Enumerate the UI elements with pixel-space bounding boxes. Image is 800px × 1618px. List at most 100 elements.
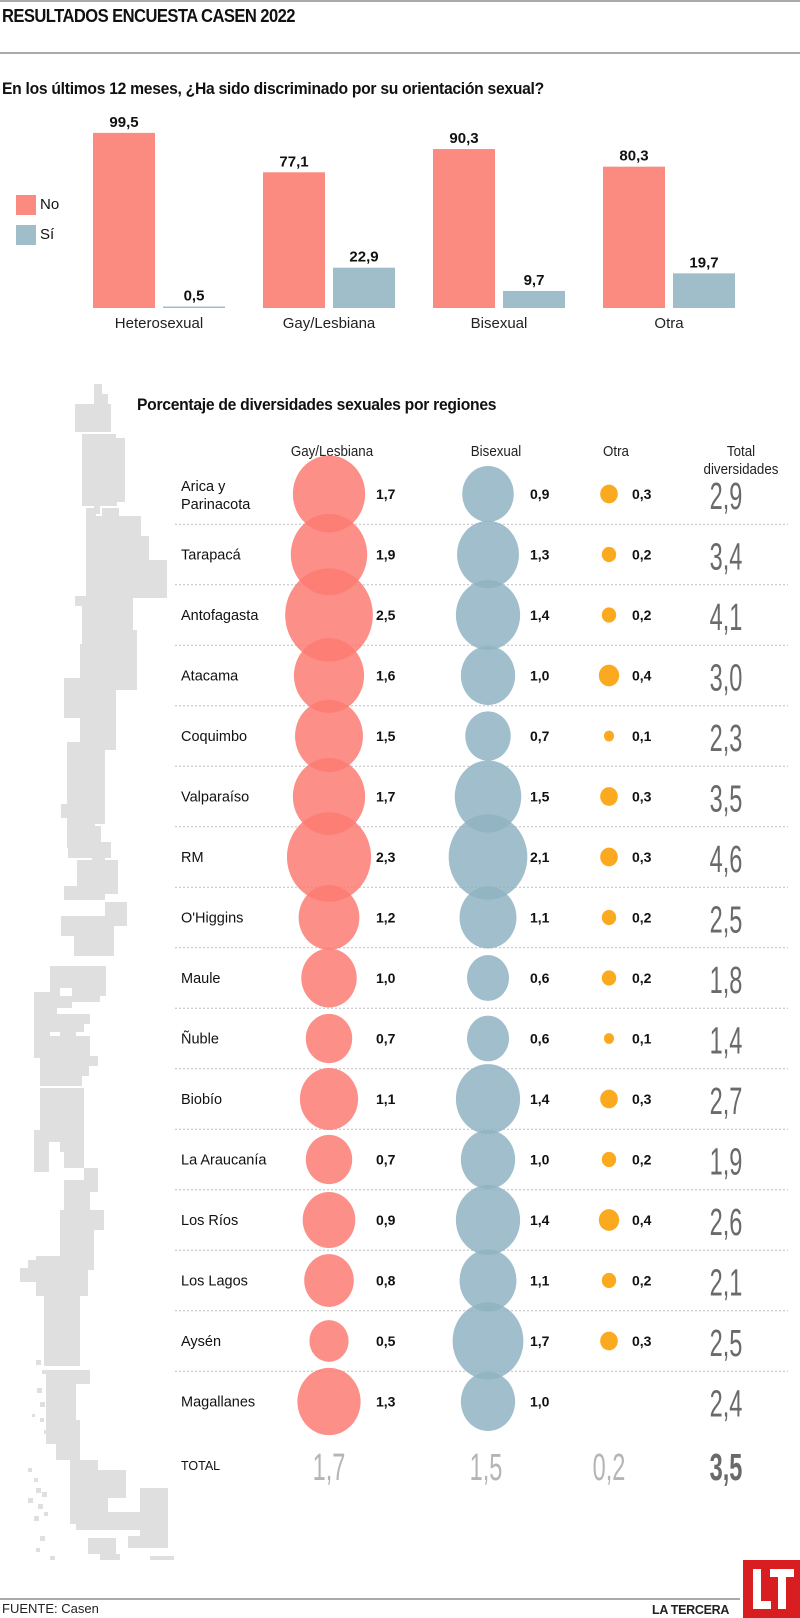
bar-category-label: Gay/Lesbiana xyxy=(283,315,376,332)
value-otra: 0,4 xyxy=(632,668,652,684)
value-bisexual: 1,0 xyxy=(530,1394,550,1410)
legend-label-no: No xyxy=(40,196,60,213)
value-total: 3,5 xyxy=(710,777,743,820)
map-region-tarapaca xyxy=(82,434,125,514)
region-label: Tarapacá xyxy=(181,548,242,564)
value-otra: 0,3 xyxy=(632,1091,652,1107)
region-label: O'Higgins xyxy=(181,911,243,927)
footer-divider xyxy=(0,1598,740,1600)
map-region-magallanes-e xyxy=(76,1512,154,1530)
region-label: Antofagasta xyxy=(181,608,259,624)
table-row: Valparaíso 1,7 1,5 0,3 3,5 xyxy=(175,758,788,835)
bubble-otra xyxy=(598,1209,620,1231)
region-label: Arica y xyxy=(181,479,226,495)
table-row: Biobío 1,1 1,4 0,3 2,7 xyxy=(175,1064,788,1134)
value-total: 2,6 xyxy=(710,1200,743,1243)
bubble-gay xyxy=(297,1367,361,1436)
bubble-bisexual xyxy=(452,1302,524,1380)
region-label: Coquimbo xyxy=(181,729,247,745)
column-header-total-line1: Total xyxy=(726,444,756,460)
bubble-gay xyxy=(305,1134,353,1185)
bubble-gay xyxy=(302,1192,356,1248)
bar-category-label: Heterosexual xyxy=(115,315,203,332)
value-gay: 1,6 xyxy=(376,668,396,684)
region-label: Ñuble xyxy=(181,1031,219,1048)
region-label: Atacama xyxy=(181,669,239,685)
value-otra: 0,2 xyxy=(632,547,652,563)
total-bisexual: 1,5 xyxy=(470,1445,503,1488)
value-otra: 0,3 xyxy=(632,849,652,865)
map-region-antofagasta xyxy=(75,508,167,678)
value-otra: 0,4 xyxy=(632,1212,652,1228)
brand-name: LA TERCERA xyxy=(652,1603,730,1617)
bar-chart: 99,5 0,5 Heterosexual 77,1 22,9 Gay/Lesbiana 9… xyxy=(93,114,735,332)
bubble-bisexual xyxy=(459,1249,517,1312)
table-row: Los Ríos 0,9 1,4 0,4 2,6 xyxy=(175,1185,788,1255)
bar-si xyxy=(163,306,225,308)
bubble-bisexual xyxy=(455,580,521,650)
value-gay: 1,7 xyxy=(376,486,396,502)
value-bisexual: 1,7 xyxy=(530,1333,550,1349)
value-total: 2,9 xyxy=(710,474,743,517)
value-bisexual: 1,3 xyxy=(530,547,550,563)
map-region-aysen-e xyxy=(36,1256,88,1366)
bubble-otra xyxy=(601,909,617,926)
value-bisexual: 0,9 xyxy=(530,486,550,502)
region-label: RM xyxy=(181,850,204,866)
bubble-bisexual xyxy=(465,711,511,761)
map-region-rm xyxy=(68,826,111,858)
value-gay: 0,7 xyxy=(376,1031,396,1047)
map-region-biobio xyxy=(50,966,106,1002)
map-region-aysen-a xyxy=(34,1130,49,1172)
bubble-bisexual xyxy=(466,955,510,1001)
map-region-atacama xyxy=(64,630,137,750)
value-otra: 0,2 xyxy=(632,1273,652,1289)
region-label: Biobío xyxy=(181,1092,222,1108)
bubble-bisexual xyxy=(460,1372,516,1431)
value-total: 1,8 xyxy=(710,958,743,1001)
total-otra: 0,2 xyxy=(593,1445,626,1488)
la-tercera-logo[interactable] xyxy=(743,1560,800,1618)
value-otra: 0,2 xyxy=(632,1152,652,1168)
column-header-total-line2: diversidades xyxy=(703,462,779,478)
column-header-total: Total diversidades xyxy=(690,443,791,479)
bar-group-gaylesbiana: 77,1 22,9 Gay/Lesbiana xyxy=(263,153,395,332)
table-row: Arica y Parinacota 1,7 0,9 0,3 2,9 xyxy=(175,455,788,533)
region-label: Maule xyxy=(181,971,221,987)
value-total: 2,1 xyxy=(710,1261,743,1304)
column-header-bisexual: Bisexual xyxy=(470,444,522,460)
map-region-magallanes-f xyxy=(128,1488,168,1548)
value-bisexual: 1,1 xyxy=(530,910,550,926)
bubble-otra xyxy=(600,1089,618,1109)
value-bisexual: 1,5 xyxy=(530,789,550,805)
region-label: Los Lagos xyxy=(181,1274,248,1290)
map-region-magallanes-i xyxy=(150,1556,174,1560)
top-rule xyxy=(0,0,800,2)
bar-value-label: 80,3 xyxy=(619,148,648,165)
value-gay: 0,9 xyxy=(376,1212,396,1228)
value-bisexual: 1,4 xyxy=(530,1212,550,1228)
value-bisexual: 0,7 xyxy=(530,728,550,744)
value-total: 4,6 xyxy=(710,837,743,880)
map-region-losrios xyxy=(50,1014,90,1038)
bar-si xyxy=(673,273,735,308)
bubble-bisexual xyxy=(460,1130,516,1189)
total-gay: 1,7 xyxy=(313,1445,346,1488)
bubble-bisexual xyxy=(457,520,519,589)
logo-letter-t xyxy=(778,1569,786,1609)
bubble-otra xyxy=(600,484,618,504)
value-bisexual: 1,0 xyxy=(530,1152,550,1168)
bar-no xyxy=(263,172,325,308)
bubble-gay xyxy=(285,568,373,662)
map-region-magallanes-h xyxy=(100,1554,120,1560)
table-row: Atacama 1,6 1,0 0,4 3,0 xyxy=(175,638,788,713)
bar-no xyxy=(603,166,665,308)
bubble-bisexual xyxy=(448,814,528,900)
bar-value-label: 19,7 xyxy=(689,254,718,271)
bar-si xyxy=(503,290,565,308)
map-region-araucania xyxy=(50,982,72,1014)
legend-label-si: Sí xyxy=(40,226,55,243)
value-otra: 0,1 xyxy=(632,1031,652,1047)
bubble-gay xyxy=(292,455,366,533)
value-bisexual: 2,1 xyxy=(530,849,550,865)
